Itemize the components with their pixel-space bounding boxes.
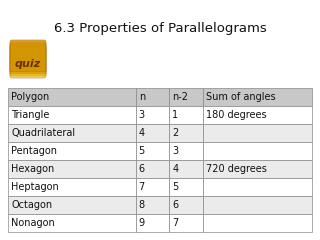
- Text: 180 degrees: 180 degrees: [205, 110, 266, 120]
- Text: 4: 4: [139, 128, 145, 138]
- Bar: [203, 160, 312, 178]
- Bar: [8, 106, 136, 124]
- Bar: [169, 160, 203, 178]
- Text: 6: 6: [172, 200, 178, 210]
- Bar: [136, 178, 169, 196]
- Bar: [169, 178, 203, 196]
- Bar: [169, 196, 203, 214]
- Text: 4: 4: [172, 164, 178, 174]
- Text: n: n: [139, 92, 145, 102]
- Bar: [203, 106, 312, 124]
- FancyBboxPatch shape: [10, 46, 46, 78]
- Text: Sum of angles: Sum of angles: [205, 92, 275, 102]
- Text: 5: 5: [139, 146, 145, 156]
- Bar: [203, 88, 312, 106]
- Bar: [136, 160, 169, 178]
- Text: quiz: quiz: [15, 59, 41, 69]
- Bar: [136, 196, 169, 214]
- Bar: [8, 196, 136, 214]
- Bar: [203, 214, 312, 232]
- Text: 3: 3: [139, 110, 145, 120]
- Bar: [136, 142, 169, 160]
- Text: 1: 1: [172, 110, 178, 120]
- Bar: [203, 142, 312, 160]
- Bar: [8, 124, 136, 142]
- Bar: [169, 106, 203, 124]
- Bar: [169, 214, 203, 232]
- Bar: [203, 124, 312, 142]
- Text: Heptagon: Heptagon: [11, 182, 59, 192]
- Text: Octagon: Octagon: [11, 200, 52, 210]
- Bar: [8, 142, 136, 160]
- Text: 7: 7: [172, 218, 178, 228]
- Bar: [8, 88, 136, 106]
- FancyBboxPatch shape: [10, 42, 46, 74]
- Text: Nonagon: Nonagon: [11, 218, 55, 228]
- Text: Triangle: Triangle: [11, 110, 49, 120]
- Bar: [8, 214, 136, 232]
- Text: 2: 2: [172, 128, 178, 138]
- Bar: [169, 88, 203, 106]
- Bar: [136, 88, 169, 106]
- Text: Quadrilateral: Quadrilateral: [11, 128, 75, 138]
- Text: Pentagon: Pentagon: [11, 146, 57, 156]
- Bar: [203, 178, 312, 196]
- Text: 720 degrees: 720 degrees: [205, 164, 267, 174]
- Text: n-2: n-2: [172, 92, 188, 102]
- Bar: [136, 124, 169, 142]
- Bar: [136, 106, 169, 124]
- Text: 5: 5: [172, 182, 178, 192]
- Text: 8: 8: [139, 200, 145, 210]
- Bar: [169, 142, 203, 160]
- Text: 9: 9: [139, 218, 145, 228]
- Bar: [8, 160, 136, 178]
- Text: 7: 7: [139, 182, 145, 192]
- Text: Polygon: Polygon: [11, 92, 49, 102]
- Text: 6: 6: [139, 164, 145, 174]
- Bar: [203, 196, 312, 214]
- Text: 3: 3: [172, 146, 178, 156]
- FancyBboxPatch shape: [10, 40, 46, 72]
- FancyBboxPatch shape: [10, 44, 46, 76]
- Bar: [169, 124, 203, 142]
- Bar: [136, 214, 169, 232]
- Bar: [8, 178, 136, 196]
- Text: 6.3 Properties of Parallelograms: 6.3 Properties of Parallelograms: [54, 22, 266, 35]
- Text: Hexagon: Hexagon: [11, 164, 54, 174]
